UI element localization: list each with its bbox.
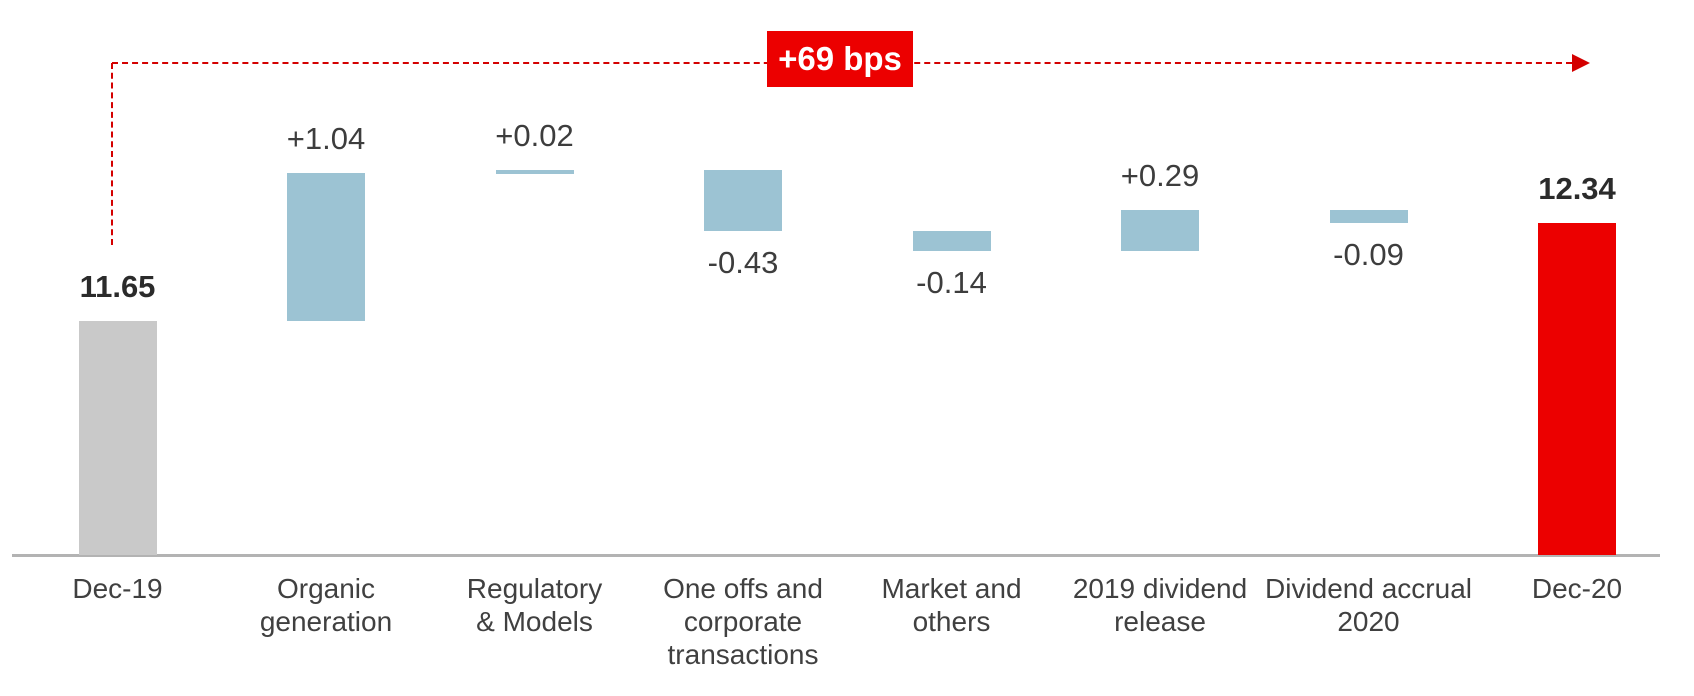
value-label-one-offs: -0.43 [707, 245, 779, 281]
category-label-2019-dividend: 2019 dividend release [1072, 573, 1248, 637]
bar-dec-19 [78, 320, 157, 555]
bar-organic-generation [287, 173, 365, 321]
dashed-connector-vertical [111, 63, 113, 245]
value-label-regulatory-models: +0.02 [495, 118, 574, 154]
category-label-one-offs: One offs and corporate transactions [663, 573, 823, 670]
value-label-dec-20: 12.34 [1538, 170, 1616, 206]
arrow-head-icon [1572, 54, 1590, 72]
category-label-regulatory-models: Regulatory & Models [466, 573, 603, 637]
value-label-market-others: -0.14 [916, 265, 987, 301]
x-axis-line [12, 554, 1660, 557]
bar-one-offs [704, 170, 782, 232]
bar-regulatory-models [495, 170, 574, 175]
value-label-dividend-accrual: -0.09 [1333, 236, 1404, 272]
bar-2019-dividend [1121, 209, 1199, 252]
category-label-dec-20: Dec-20 [1531, 573, 1623, 604]
bar-dividend-accrual [1329, 209, 1408, 223]
bar-dec-20 [1538, 222, 1616, 555]
category-label-organic-generation: Organic generation [259, 573, 393, 637]
category-label-market-others: Market and others [881, 573, 1022, 637]
value-label-2019-dividend: +0.29 [1120, 157, 1200, 193]
value-label-dec-19: 11.65 [79, 268, 156, 304]
bar-market-others [912, 231, 991, 252]
delta-badge: +69 bps [767, 31, 913, 87]
category-label-dec-19: Dec-19 [72, 573, 163, 604]
category-label-dividend-accrual: Dividend accrual 2020 [1265, 573, 1472, 637]
value-label-organic-generation: +1.04 [286, 121, 366, 157]
